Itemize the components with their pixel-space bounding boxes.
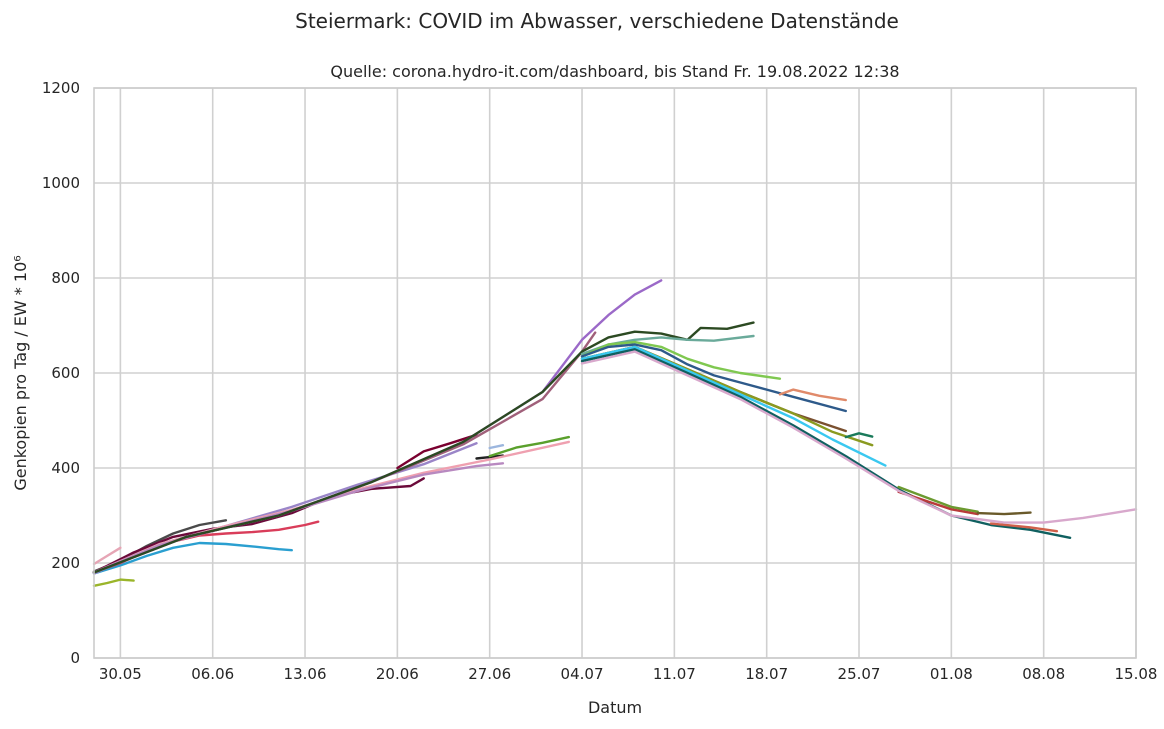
series-line-29	[989, 522, 1059, 533]
x-tick-label: 25.07	[838, 665, 881, 683]
series-line-23	[844, 432, 874, 439]
plot-frame	[93, 87, 1137, 659]
series-lines	[92, 279, 1138, 587]
series-line-6	[92, 477, 425, 574]
series-line-16	[92, 321, 755, 574]
y-tick-label: 400	[51, 459, 80, 477]
series-line-1	[92, 546, 122, 566]
series-line-13	[92, 462, 505, 574]
series-line-30	[580, 350, 1138, 524]
series-line-25	[580, 348, 1072, 539]
series-line-7	[396, 433, 478, 470]
y-axis-label: Genkopien pro Tag / EW * 10⁶	[11, 255, 30, 490]
x-tick-label: 06.06	[191, 665, 234, 683]
series-line-24	[580, 345, 887, 467]
series-line-11	[488, 435, 570, 458]
x-tick-label: 11.07	[653, 665, 696, 683]
x-tick-label: 27.06	[468, 665, 511, 683]
horizontal-gridlines	[94, 87, 1136, 659]
series-line-22	[580, 345, 874, 447]
y-tick-labels: 0 200 400 600 800 1000 1200	[42, 79, 80, 667]
chart-subtitle: Quelle: corona.hydro-it.com/dashboard, b…	[330, 62, 899, 81]
x-tick-label: 13.06	[284, 665, 327, 683]
y-tick-label: 200	[51, 554, 80, 572]
x-tick-labels: 30.05 06.06 13.06 20.06 27.06 04.07 11.07 18.07…	[99, 665, 1158, 683]
series-line-28	[976, 511, 1032, 516]
x-tick-label: 15.08	[1115, 665, 1158, 683]
y-tick-label: 600	[51, 364, 80, 382]
series-line-12	[92, 440, 570, 574]
x-tick-label: 20.06	[376, 665, 419, 683]
series-line-3	[92, 541, 293, 575]
series-line-2	[92, 578, 135, 587]
chart-title: Steiermark: COVID im Abwasser, verschied…	[295, 9, 899, 33]
series-line-10	[488, 444, 505, 450]
y-tick-label: 1000	[42, 174, 80, 192]
series-line-26	[897, 490, 979, 516]
y-tick-label: 1200	[42, 79, 80, 97]
series-line-27	[897, 485, 979, 513]
x-tick-label: 08.08	[1022, 665, 1065, 683]
series-line-18	[580, 340, 782, 380]
series-line-15	[92, 279, 663, 574]
series-line-20	[778, 388, 847, 402]
x-axis-label: Datum	[588, 698, 642, 717]
x-tick-label: 01.08	[930, 665, 973, 683]
x-tick-label: 18.07	[745, 665, 788, 683]
y-tick-label: 0	[70, 649, 80, 667]
y-tick-label: 800	[51, 269, 80, 287]
x-tick-label: 04.07	[561, 665, 604, 683]
x-tick-label: 30.05	[99, 665, 142, 683]
